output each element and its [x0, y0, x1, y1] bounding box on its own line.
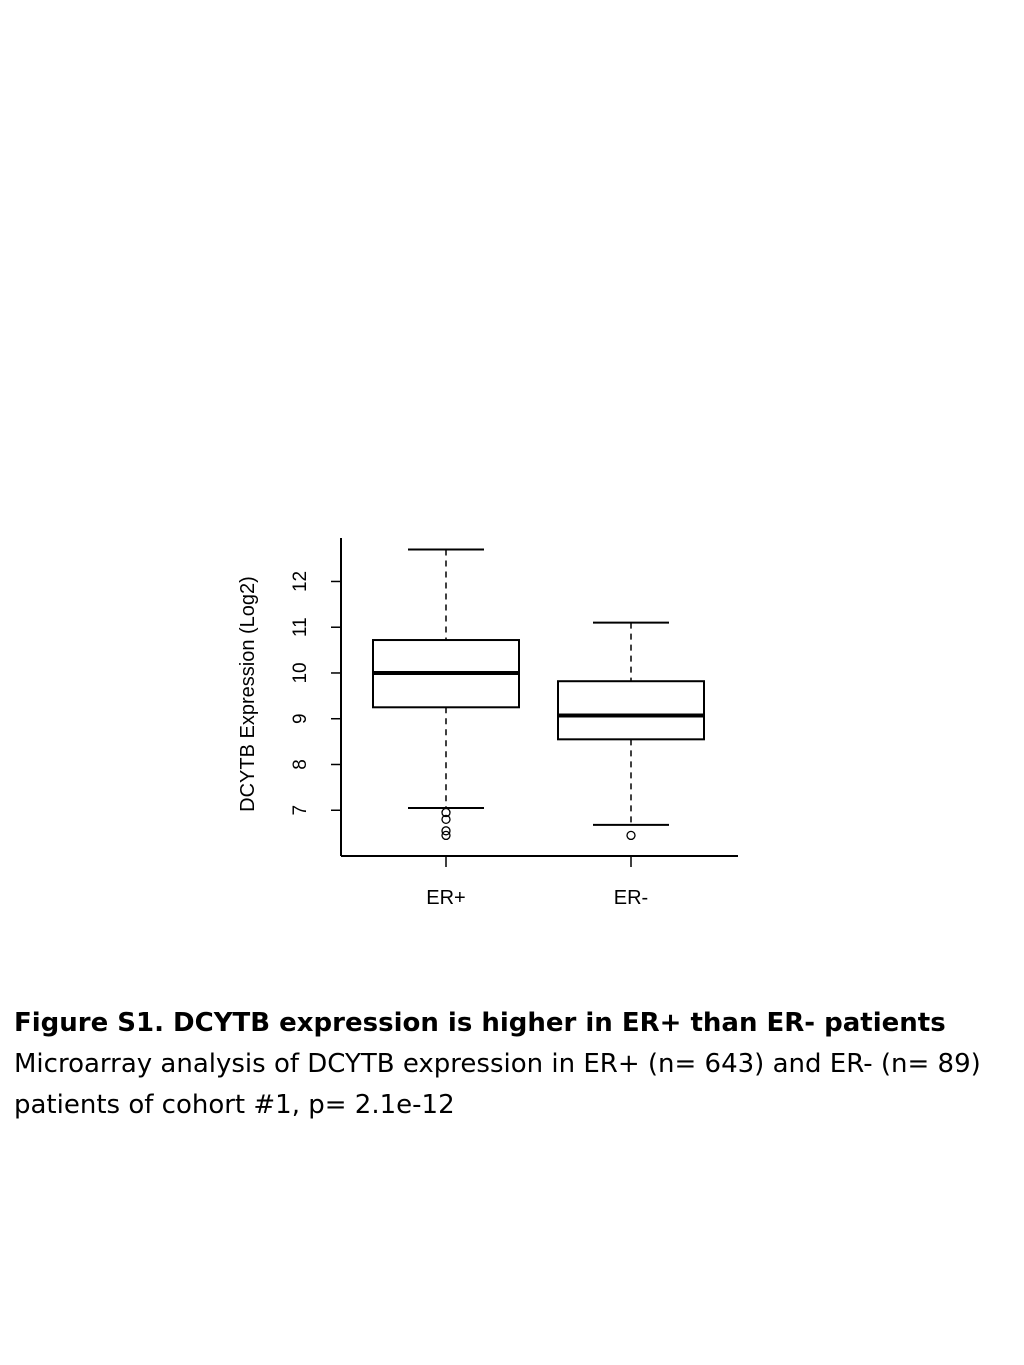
y-tick-label: 11 [290, 617, 311, 637]
outlier-point [441, 826, 451, 836]
y-tick-label: 8 [290, 759, 311, 770]
iqr-box [557, 680, 705, 741]
caption-title: Figure S1. DCYTB expression is higher in… [14, 1008, 946, 1038]
y-tick-label: 10 [290, 662, 311, 683]
boxes [372, 548, 705, 841]
outlier-point [441, 814, 451, 825]
figure-caption: Figure S1. DCYTB expression is higher in… [14, 1003, 1014, 1126]
boxplot-chart: 7 8 9 10 11 12 ER+ ER- DCYTB Expression (Log2) [237, 538, 738, 909]
box-ER- [557, 621, 705, 841]
x-tick-label: ER- [614, 887, 648, 909]
outlier-point [626, 830, 636, 841]
box-ER+ [372, 548, 520, 841]
axes: 7 8 9 10 11 12 ER+ ER- [290, 538, 738, 909]
caption-body: Microarray analysis of DCYTB expression … [14, 1049, 981, 1120]
y-axis-label: DCYTB Expression (Log2) [237, 576, 259, 812]
y-tick-label: 7 [290, 805, 311, 816]
outlier-point [441, 830, 451, 841]
outlier-point [441, 807, 451, 818]
y-tick-label: 12 [290, 571, 311, 592]
x-tick-label: ER+ [426, 887, 465, 909]
y-tick-label: 9 [290, 713, 311, 724]
